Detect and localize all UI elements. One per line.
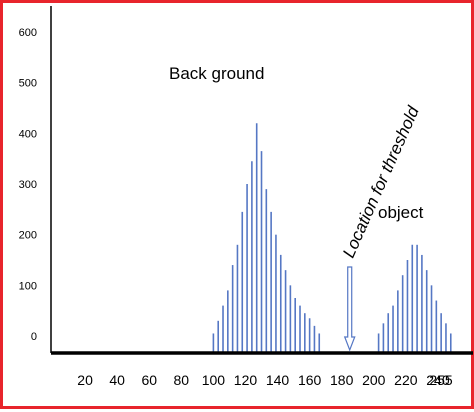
x-tick-label: 180	[330, 372, 354, 388]
y-axis: 600 500 400 300 200 100 0	[19, 6, 52, 353]
x-tick-label: 220	[394, 372, 418, 388]
x-tick-label: 40	[109, 372, 125, 388]
x-tick-label: 60	[141, 372, 157, 388]
y-tick-label: 400	[19, 128, 37, 140]
x-tick-label: 240	[426, 372, 450, 388]
y-tick-label: 200	[19, 230, 37, 242]
x-tick-label: 160	[298, 372, 322, 388]
threshold-label: Location for threshold	[339, 103, 423, 261]
x-tick-label: 80	[174, 372, 190, 388]
x-tick-label: 200	[362, 372, 386, 388]
histogram-chart: 600 500 400 300 200 100 0 20 40 60 80 100 120 140 160…	[19, 6, 473, 388]
x-tick-label: 120	[234, 372, 258, 388]
x-tick-label: 100	[202, 372, 226, 388]
x-tick-label: 20	[77, 372, 93, 388]
y-tick-label: 600	[19, 27, 37, 39]
y-tick-label: 100	[19, 280, 37, 292]
x-tick-label: 255	[429, 372, 453, 388]
y-tick-label: 500	[19, 78, 37, 90]
y-tick-label: 0	[31, 331, 37, 343]
bars	[212, 123, 452, 353]
x-tick-label: 140	[266, 372, 290, 388]
object-label: object	[378, 203, 424, 222]
y-tick-label: 300	[19, 179, 37, 191]
background-label: Back ground	[169, 64, 264, 83]
threshold-arrow-icon	[343, 266, 356, 352]
